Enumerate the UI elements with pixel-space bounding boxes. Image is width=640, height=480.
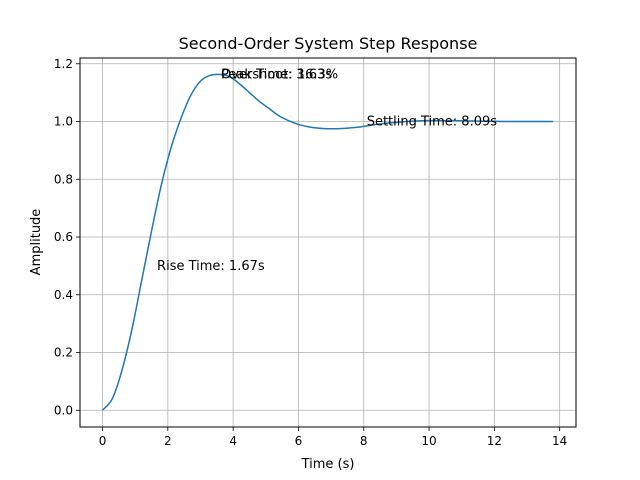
y-tick-label: 0.0 xyxy=(54,403,73,417)
x-tick-label: 8 xyxy=(360,434,368,448)
y-tick-label: 0.4 xyxy=(54,288,73,302)
x-tick-label: 6 xyxy=(295,434,303,448)
x-tick-label: 10 xyxy=(421,434,436,448)
y-tick-label: 1.0 xyxy=(54,115,73,129)
series-line-step-response xyxy=(101,73,554,411)
annotations: Rise Time: 1.67s Peak Time: 3.63sOvershoo… xyxy=(157,67,497,273)
y-tick-label: 0.6 xyxy=(54,230,73,244)
annotation-label: Overshoot: 16.3% xyxy=(221,67,338,82)
annotation-label: Peak Time: 3.63s xyxy=(221,67,332,82)
annotation-label: Rise Time: 1.67s xyxy=(157,259,265,274)
y-axis-label: Amplitude xyxy=(29,209,44,276)
x-tick-label: 2 xyxy=(164,434,172,448)
axes-frame xyxy=(79,57,577,428)
plot-area: 0 2 4 6 8 10 12 14 0.0 0.2 0.4 0.6 0.8 1.0 1.2 Rise Ti… xyxy=(54,57,577,448)
x-tick-label: 4 xyxy=(229,434,237,448)
annotation-label: Settling Time: 8.09s xyxy=(367,115,498,130)
y-tick-label: 0.2 xyxy=(54,346,73,360)
y-tick-label: 1.2 xyxy=(54,57,73,71)
y-tick-label: 0.8 xyxy=(54,172,73,186)
x-tick-label: 0 xyxy=(99,434,107,448)
chart-title: Second-Order System Step Response xyxy=(179,34,478,53)
x-axis-label: Time (s) xyxy=(301,457,355,472)
grid xyxy=(80,58,576,427)
axis-ticks: 0 2 4 6 8 10 12 14 0.0 0.2 0.4 0.6 0.8 1.0 1.2 xyxy=(54,57,567,448)
x-tick-label: 12 xyxy=(487,434,502,448)
x-tick-label: 14 xyxy=(552,434,567,448)
